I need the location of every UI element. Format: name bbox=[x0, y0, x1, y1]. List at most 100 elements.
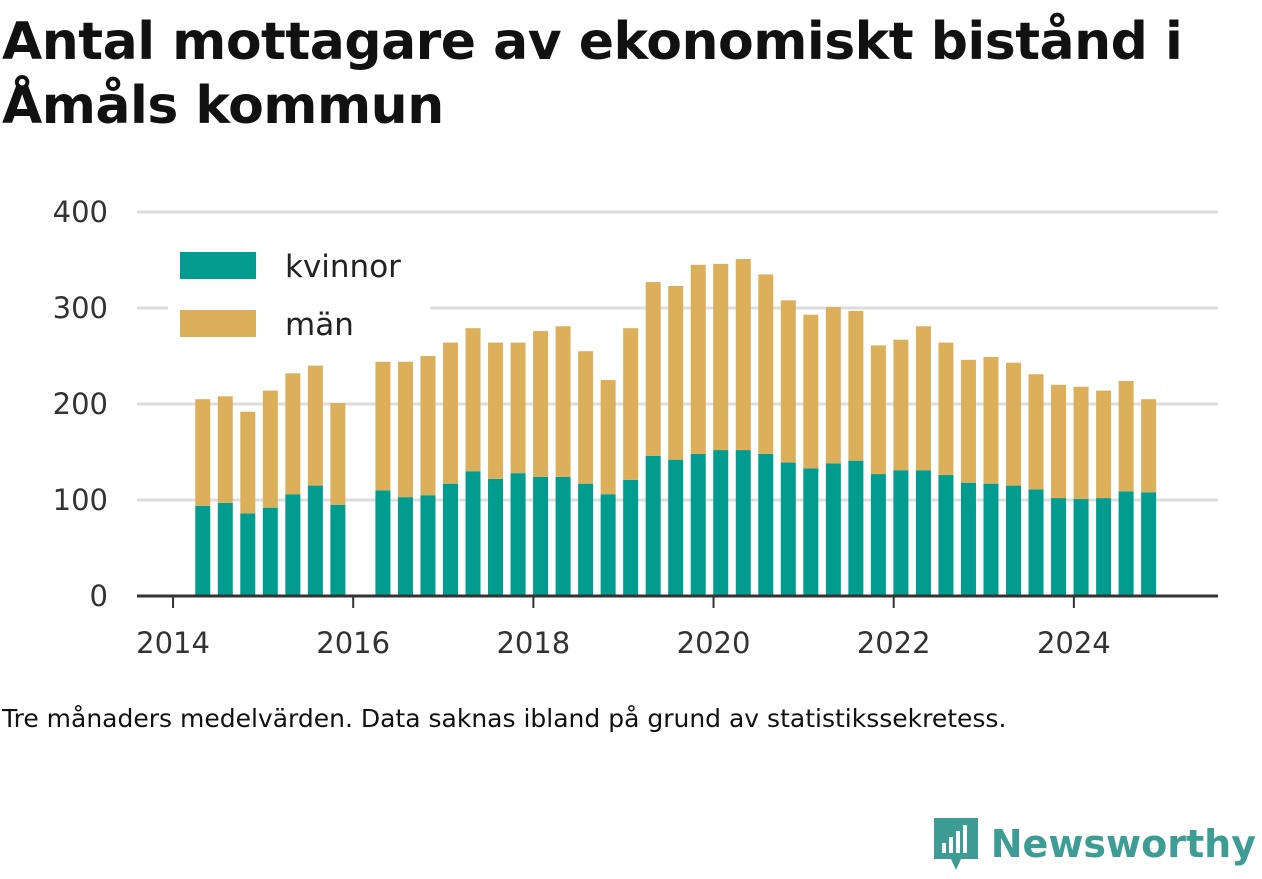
bar-kvinnor bbox=[217, 502, 233, 596]
bar-man bbox=[960, 359, 976, 483]
bar-man bbox=[780, 300, 796, 463]
bar-kvinnor bbox=[983, 483, 999, 596]
bar-man bbox=[983, 356, 999, 484]
bar-kvinnor bbox=[960, 482, 976, 596]
bar-man bbox=[375, 361, 391, 491]
bar-man bbox=[533, 331, 549, 477]
bar-man bbox=[1051, 384, 1067, 499]
bar-man bbox=[1006, 362, 1022, 486]
bar-kvinnor bbox=[465, 471, 481, 596]
bar-man bbox=[893, 339, 909, 471]
bar-man bbox=[758, 274, 774, 454]
bar-man bbox=[488, 342, 504, 479]
bar-kvinnor bbox=[735, 450, 751, 596]
bar-man bbox=[825, 307, 841, 464]
bar-man bbox=[330, 403, 346, 505]
bar-kvinnor bbox=[330, 504, 346, 596]
bar-kvinnor bbox=[510, 473, 526, 596]
bar-kvinnor bbox=[1118, 491, 1134, 596]
bar-man bbox=[510, 342, 526, 474]
bar-man bbox=[938, 342, 954, 476]
bar-kvinnor bbox=[1141, 492, 1157, 596]
x-tick-label: 2018 bbox=[496, 626, 570, 660]
bar-man bbox=[285, 373, 301, 495]
bar-man bbox=[1141, 399, 1157, 493]
bar-man bbox=[465, 328, 481, 472]
bar-man bbox=[870, 345, 886, 475]
bar-man bbox=[735, 259, 751, 451]
bar-kvinnor bbox=[758, 453, 774, 596]
bar-man bbox=[240, 411, 256, 514]
bar-man bbox=[915, 326, 931, 471]
bar-kvinnor bbox=[1051, 498, 1067, 596]
bar-kvinnor bbox=[533, 476, 549, 596]
bar-kvinnor bbox=[803, 468, 819, 596]
bar-kvinnor bbox=[825, 463, 841, 596]
bar-kvinnor bbox=[262, 507, 278, 596]
bar-kvinnor bbox=[870, 474, 886, 596]
bar-man bbox=[442, 342, 458, 484]
y-tick-label: 200 bbox=[53, 387, 108, 421]
bar-kvinnor bbox=[307, 485, 323, 596]
legend-label: män bbox=[285, 307, 354, 343]
bar-kvinnor bbox=[195, 505, 211, 596]
y-tick-label: 400 bbox=[53, 195, 108, 229]
bar-man bbox=[555, 326, 571, 477]
bars bbox=[195, 259, 1157, 596]
axes: 0 100 200 300 400 2014 2016 2018 2020 2022 2024 bbox=[53, 195, 1218, 660]
bar-kvinnor bbox=[240, 513, 256, 596]
bar-man bbox=[600, 380, 616, 495]
y-tick-label: 0 bbox=[90, 579, 108, 613]
bar-man bbox=[1118, 380, 1134, 492]
chart-title: Antal mottagare av ekonomiskt bistånd i … bbox=[2, 12, 1183, 136]
bar-kvinnor bbox=[1096, 498, 1112, 596]
brand-name: Newsworthy bbox=[990, 822, 1256, 866]
x-tick-label: 2022 bbox=[857, 626, 931, 660]
bar-kvinnor bbox=[780, 462, 796, 596]
bar-kvinnor bbox=[690, 453, 706, 596]
bar-man bbox=[848, 310, 864, 461]
bar-man bbox=[420, 356, 436, 496]
bar-kvinnor bbox=[1028, 489, 1044, 596]
bar-kvinnor bbox=[600, 494, 616, 596]
bar-kvinnor bbox=[555, 476, 571, 596]
bar-kvinnor bbox=[1073, 499, 1089, 596]
bar-kvinnor bbox=[397, 497, 413, 596]
bar-man bbox=[578, 351, 594, 484]
bar-man bbox=[623, 328, 639, 480]
bar-man bbox=[217, 396, 233, 503]
bar-man bbox=[1096, 390, 1112, 499]
bar-man bbox=[803, 314, 819, 469]
bar-man bbox=[1028, 374, 1044, 490]
x-tick-label: 2016 bbox=[316, 626, 390, 660]
bar-man bbox=[645, 282, 661, 456]
newsworthy-logo: Newsworthy bbox=[931, 815, 1256, 873]
bar-kvinnor bbox=[668, 459, 684, 596]
bar-kvinnor bbox=[442, 483, 458, 596]
bar-kvinnor bbox=[893, 470, 909, 596]
y-tick-label: 100 bbox=[53, 483, 108, 517]
bar-kvinnor bbox=[645, 455, 661, 596]
bar-man bbox=[307, 365, 323, 486]
bar-man bbox=[195, 399, 211, 506]
legend-swatch bbox=[180, 310, 256, 337]
bar-kvinnor bbox=[375, 490, 391, 596]
bar-man bbox=[713, 263, 729, 451]
x-tick-label: 2020 bbox=[677, 626, 751, 660]
legend-label: kvinnor bbox=[285, 249, 401, 285]
legend: kvinnor män bbox=[168, 238, 430, 350]
bar-man bbox=[397, 361, 413, 498]
bar-chart-icon bbox=[933, 818, 978, 870]
bar-man bbox=[690, 264, 706, 454]
bar-kvinnor bbox=[1006, 485, 1022, 596]
bar-kvinnor bbox=[420, 495, 436, 596]
bar-man bbox=[262, 390, 278, 508]
x-tick-label: 2024 bbox=[1037, 626, 1111, 660]
y-tick-label: 300 bbox=[53, 291, 108, 325]
bar-kvinnor bbox=[848, 460, 864, 596]
bar-man bbox=[1073, 386, 1089, 500]
bar-kvinnor bbox=[578, 483, 594, 596]
bar-kvinnor bbox=[285, 494, 301, 596]
x-tick-label: 2014 bbox=[136, 626, 210, 660]
bar-kvinnor bbox=[915, 470, 931, 596]
